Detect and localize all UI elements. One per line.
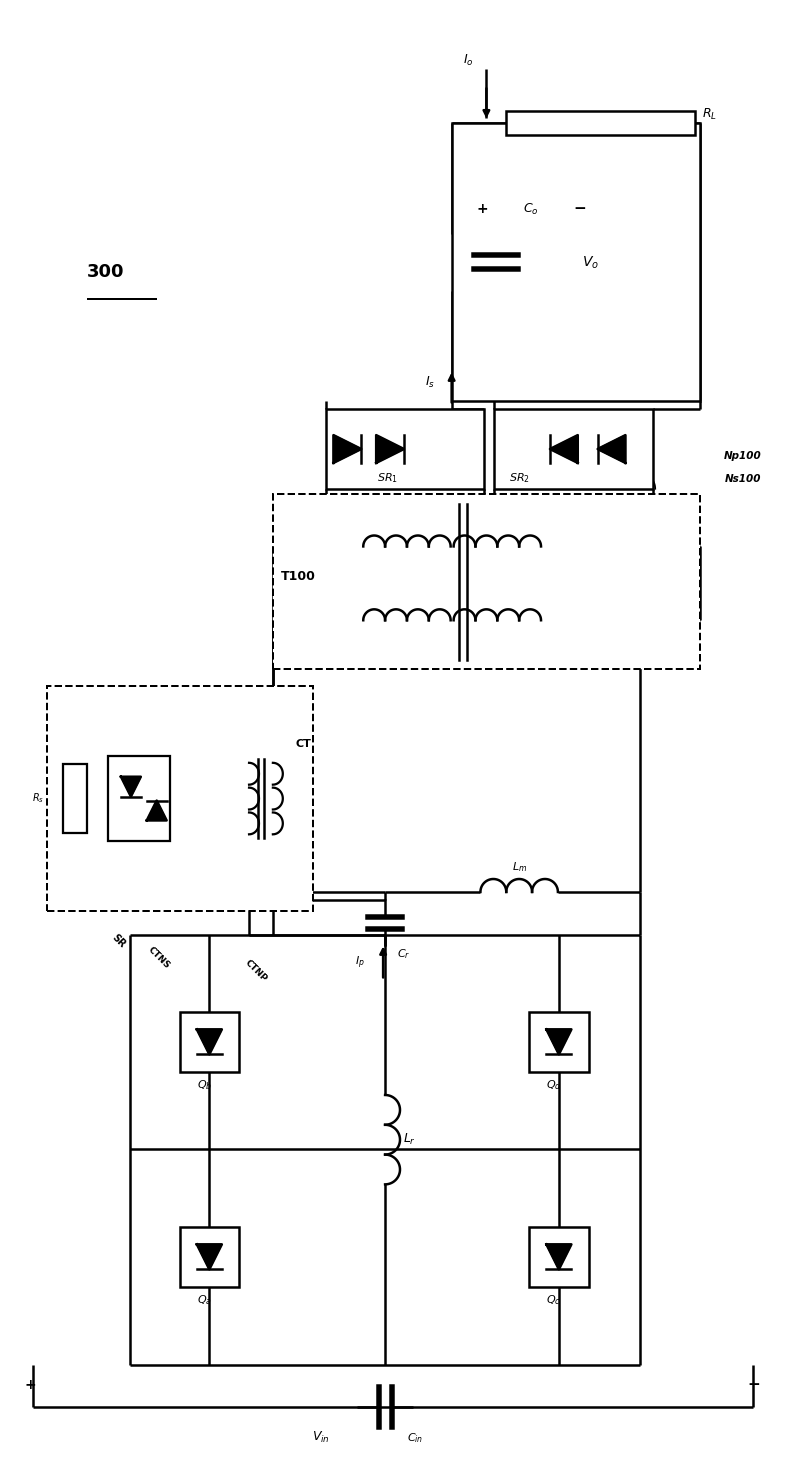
Text: $SR_1$: $SR_1$ <box>377 470 398 485</box>
Text: $Q_b$: $Q_b$ <box>197 1079 212 1092</box>
Polygon shape <box>197 1244 222 1269</box>
Polygon shape <box>197 1029 222 1054</box>
Text: Np100: Np100 <box>724 451 762 461</box>
Bar <box>273 494 700 669</box>
Bar <box>63 764 87 833</box>
Text: $SR_2$: $SR_2$ <box>509 470 530 485</box>
Text: $V_{in}$: $V_{in}$ <box>311 1430 330 1445</box>
Bar <box>47 687 313 911</box>
Text: 300: 300 <box>87 264 125 282</box>
Bar <box>529 1013 589 1072</box>
Text: CTNP: CTNP <box>243 958 269 985</box>
Polygon shape <box>546 1244 571 1269</box>
Bar <box>179 1013 239 1072</box>
Text: $Q_d$: $Q_d$ <box>546 1079 562 1092</box>
Text: $C_{in}$: $C_{in}$ <box>406 1431 423 1445</box>
Text: CT: CT <box>296 738 312 749</box>
Bar <box>179 1226 239 1287</box>
Text: $L_r$: $L_r$ <box>403 1132 416 1147</box>
Text: $I_o$: $I_o$ <box>463 53 474 68</box>
Bar <box>108 756 170 840</box>
Text: $L_m$: $L_m$ <box>511 859 526 874</box>
Text: Ns100: Ns100 <box>724 473 761 483</box>
Text: $I_p$: $I_p$ <box>355 955 365 971</box>
Polygon shape <box>121 777 141 796</box>
Polygon shape <box>546 1029 571 1054</box>
Bar <box>494 410 654 489</box>
Bar <box>326 410 485 489</box>
Polygon shape <box>376 435 404 463</box>
Bar <box>506 112 695 136</box>
Text: $C_o$: $C_o$ <box>523 202 539 217</box>
Bar <box>452 124 700 401</box>
Text: SR: SR <box>110 933 128 951</box>
Text: $Q_a$: $Q_a$ <box>197 1294 212 1307</box>
Polygon shape <box>550 435 578 463</box>
Text: T100: T100 <box>281 570 316 584</box>
Polygon shape <box>334 435 362 463</box>
Text: $R_s$: $R_s$ <box>33 792 45 805</box>
Text: $C_r$: $C_r$ <box>397 948 410 961</box>
Text: $R_L$: $R_L$ <box>702 108 718 122</box>
Text: +: + <box>477 202 488 215</box>
Text: CTNS: CTNS <box>146 945 171 971</box>
Text: $V_o$: $V_o$ <box>582 254 599 271</box>
Text: +: + <box>25 1378 36 1393</box>
Text: $Q_c$: $Q_c$ <box>546 1294 562 1307</box>
Text: −: − <box>747 1377 760 1393</box>
Text: −: − <box>574 200 586 215</box>
Text: $I_s$: $I_s$ <box>425 374 435 389</box>
Polygon shape <box>146 800 166 821</box>
Bar <box>529 1226 589 1287</box>
Polygon shape <box>598 435 626 463</box>
